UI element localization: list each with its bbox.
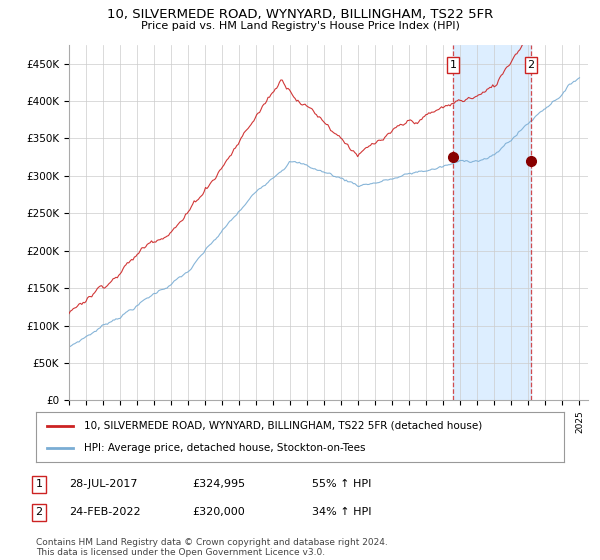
Text: Contains HM Land Registry data © Crown copyright and database right 2024.
This d: Contains HM Land Registry data © Crown c…: [36, 538, 388, 557]
Text: 10, SILVERMEDE ROAD, WYNYARD, BILLINGHAM, TS22 5FR (detached house): 10, SILVERMEDE ROAD, WYNYARD, BILLINGHAM…: [83, 421, 482, 431]
Text: 24-FEB-2022: 24-FEB-2022: [69, 507, 140, 517]
Text: 2: 2: [527, 60, 535, 70]
Text: 34% ↑ HPI: 34% ↑ HPI: [312, 507, 371, 517]
Text: 10, SILVERMEDE ROAD, WYNYARD, BILLINGHAM, TS22 5FR: 10, SILVERMEDE ROAD, WYNYARD, BILLINGHAM…: [107, 8, 493, 21]
Bar: [453, 45, 531, 400]
Text: Price paid vs. HM Land Registry's House Price Index (HPI): Price paid vs. HM Land Registry's House …: [140, 21, 460, 31]
Text: £320,000: £320,000: [192, 507, 245, 517]
Text: 55% ↑ HPI: 55% ↑ HPI: [312, 479, 371, 489]
Text: 28-JUL-2017: 28-JUL-2017: [69, 479, 137, 489]
Text: 1: 1: [449, 60, 457, 70]
Text: £324,995: £324,995: [192, 479, 245, 489]
Text: 2: 2: [35, 507, 43, 517]
Text: HPI: Average price, detached house, Stockton-on-Tees: HPI: Average price, detached house, Stoc…: [83, 443, 365, 453]
Text: 1: 1: [35, 479, 43, 489]
